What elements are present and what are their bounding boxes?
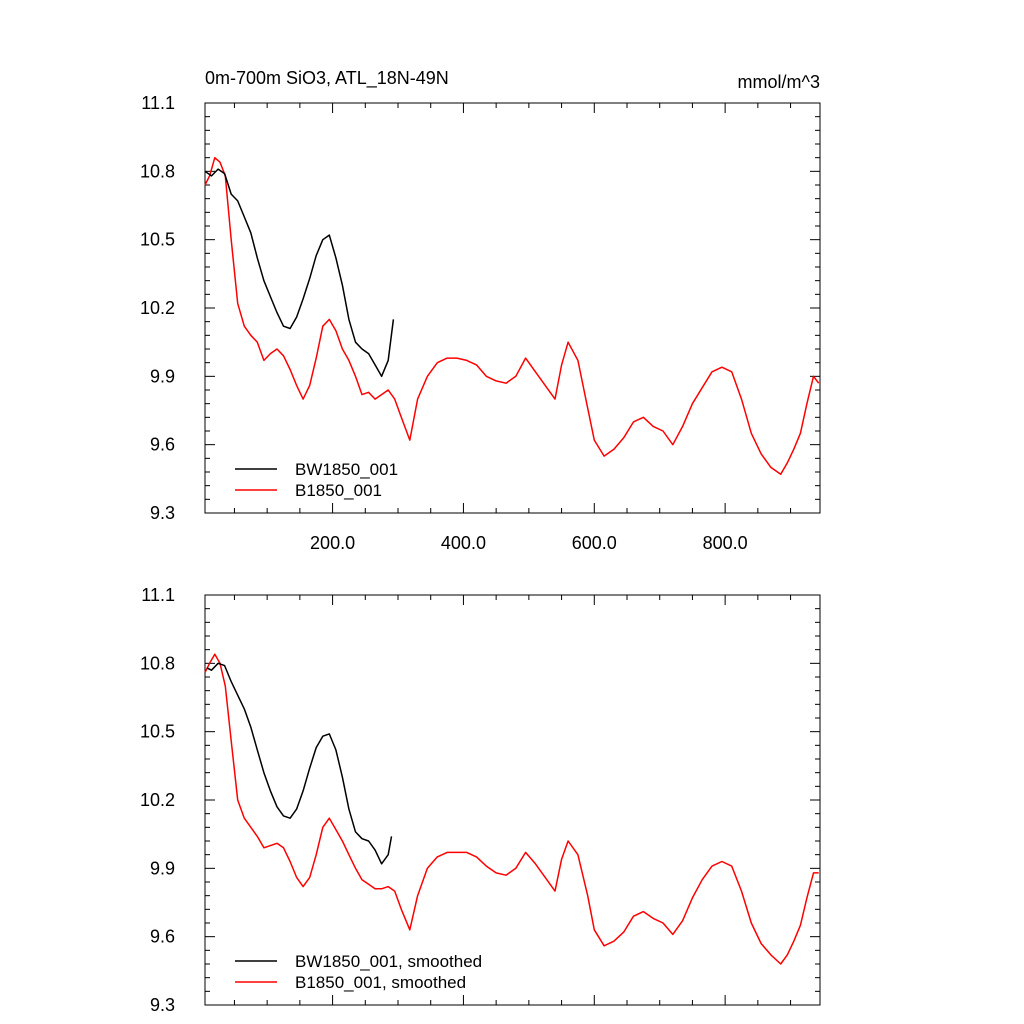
legend-label: B1850_001, smoothed: [295, 973, 466, 992]
y-tick-label: 11.1: [141, 93, 175, 113]
y-tick-label: 9.9: [150, 366, 175, 386]
y-ticks: 9.3 9.6 9.9 10.2 10.5 10.8 11.1: [140, 585, 820, 1015]
y-tick-label: 9.3: [150, 503, 175, 523]
plot-frame: [204, 102, 821, 514]
top-panel: 0m-700m SiO3, ATL_18N-49N mmol/m^3 9.39.…: [140, 68, 821, 553]
y-tick-label: 9.6: [150, 435, 175, 455]
legend: BW1850_001, smoothed B1850_001, smoothed: [235, 952, 482, 992]
y-tick-label: 10.2: [140, 298, 175, 318]
y-tick-label: 10.8: [140, 161, 175, 181]
y-tick-label: 10.5: [140, 230, 175, 250]
series-line-bw1850: [206, 662, 393, 865]
plot-frame: [204, 594, 821, 1006]
x-ticks: [233, 595, 792, 1005]
series-line-bw1850: [204, 168, 395, 378]
series-group: [204, 653, 819, 965]
units-label: mmol/m^3: [738, 72, 820, 92]
y-tick-label: 10.8: [140, 653, 175, 673]
y-tick-label: 9.9: [150, 858, 175, 878]
legend-label: B1850_001: [295, 481, 382, 500]
x-ticks: 200.0 400.0 600.0 800.0: [233, 103, 792, 553]
y-tick-label: 10.2: [140, 790, 175, 810]
y-tick-label: 9.3: [150, 995, 175, 1015]
x-tick-label: 400.0: [441, 533, 486, 553]
legend: BW1850_001 B1850_001: [235, 460, 398, 500]
legend-label: BW1850_001: [295, 460, 398, 479]
legend-label: BW1850_001, smoothed: [295, 952, 482, 971]
y-tick-label: 9.6: [150, 927, 175, 947]
series-line-b1850: [204, 156, 820, 476]
bottom-panel: 9.3 9.6 9.9 10.2 10.5 10.8 11.1 BW1850_001, sm…: [140, 585, 821, 1015]
x-tick-label: 600.0: [572, 533, 617, 553]
series-group: [204, 156, 820, 476]
y-ticks: 9.3 9.6 9.9 10.2 10.5 10.8 11.1: [140, 93, 820, 523]
y-tick-label: 11.1: [141, 585, 175, 605]
x-tick-label: 200.0: [310, 533, 355, 553]
series-line-b1850: [204, 653, 819, 965]
x-tick-label: 800.0: [703, 533, 748, 553]
y-tick-label: 10.5: [140, 722, 175, 742]
chart-title: 0m-700m SiO3, ATL_18N-49N: [205, 68, 449, 89]
